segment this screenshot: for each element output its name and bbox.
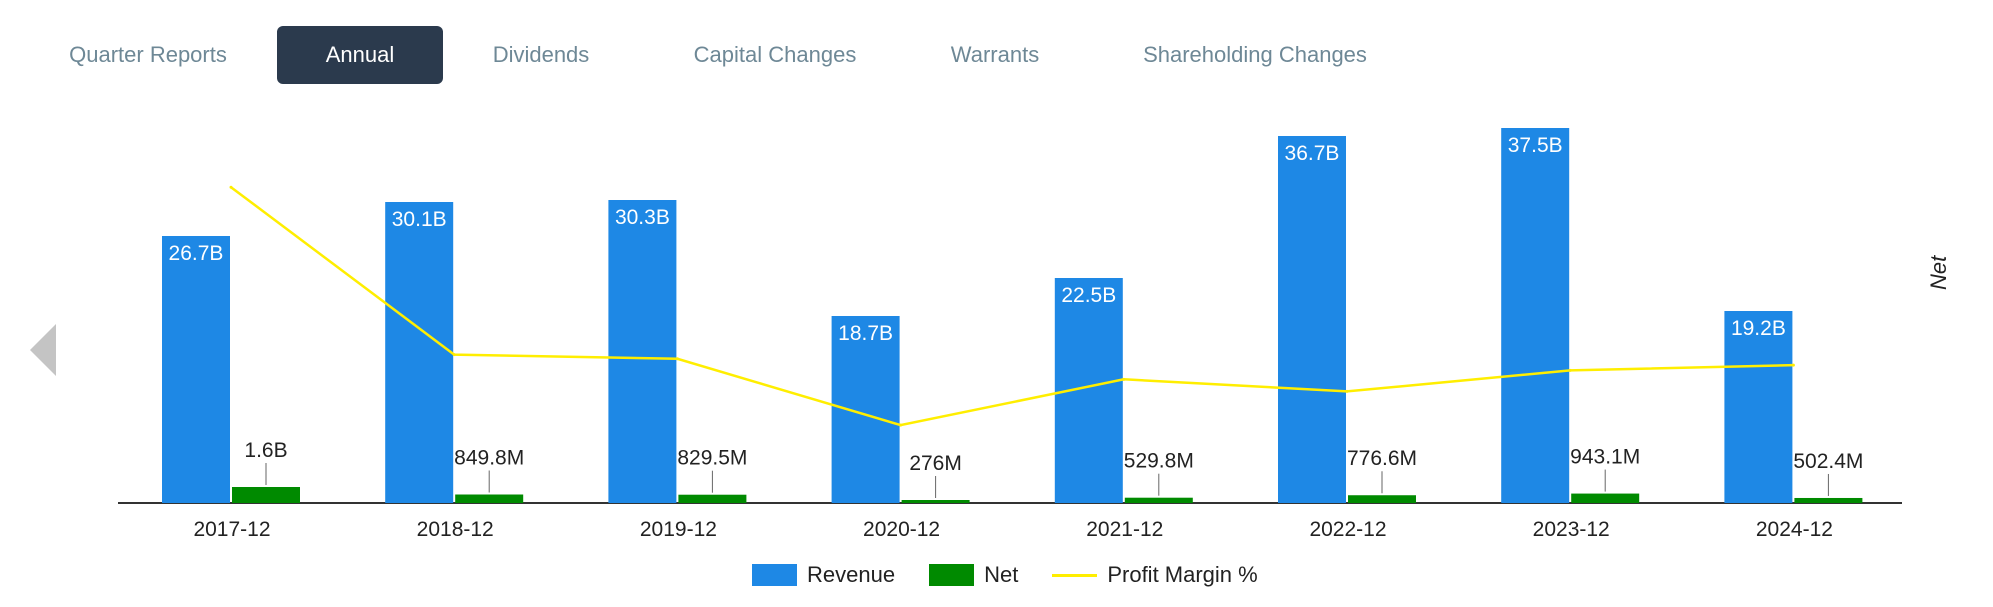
tab-capital-changes[interactable]: Capital Changes: [693, 42, 857, 67]
net-bar: [1124, 497, 1193, 503]
x-tick-label: 2018-12: [417, 518, 494, 541]
profit-margin-line: [230, 186, 1794, 427]
tab-warrants[interactable]: Warrants: [950, 42, 1040, 67]
x-tick-label: 2022-12: [1309, 518, 1386, 541]
revenue-data-label: 19.2B: [1731, 317, 1786, 340]
legend-item-revenue[interactable]: Revenue: [752, 562, 895, 588]
net-data-label: 776.6M: [1347, 447, 1417, 470]
net-data-label: 502.4M: [1793, 450, 1863, 473]
revenue-data-label: 26.7B: [169, 242, 224, 265]
profit-margin-point: [1791, 363, 1795, 367]
net-data-label: 829.5M: [677, 447, 747, 470]
profit-margin-point: [1568, 368, 1572, 372]
revenue-data-label: 18.7B: [838, 322, 893, 345]
profit-margin-point: [675, 357, 679, 361]
revenue-bar: [608, 200, 677, 503]
report-tabs: Quarter Reports Annual Dividends Capital…: [0, 26, 1500, 88]
x-tick-label: 2021-12: [1086, 518, 1163, 541]
legend-item-net[interactable]: Net: [929, 562, 1018, 588]
revenue-bar: [162, 236, 230, 503]
revenue-bar: [1278, 136, 1346, 503]
x-tick-label: 2017-12: [193, 518, 270, 541]
net-bar: [1571, 493, 1640, 503]
net-bar: [901, 500, 970, 503]
legend-item-profit-margin[interactable]: Profit Margin %: [1052, 562, 1258, 588]
revenue-data-label: 37.5B: [1508, 134, 1563, 157]
revenue-bar: [385, 202, 454, 503]
tab-dividends[interactable]: Dividends: [492, 42, 590, 67]
net-data-label: 1.6B: [244, 439, 287, 462]
revenue-data-label: 22.5B: [1061, 284, 1116, 307]
net-bar: [1348, 495, 1416, 503]
legend-line-profit-margin: [1052, 573, 1098, 577]
revenue-bar: [1724, 311, 1793, 503]
x-tick-label: 2023-12: [1533, 518, 1610, 541]
x-tick-label: 2024-12: [1756, 518, 1833, 541]
net-bar: [455, 494, 524, 503]
net-data-label: 276M: [909, 452, 962, 475]
legend-label-net: Net: [984, 562, 1019, 587]
revenue-data-label: 36.7B: [1285, 142, 1340, 165]
profit-margin-point: [229, 185, 233, 189]
tab-quarter-reports[interactable]: Quarter Reports: [69, 42, 227, 67]
legend-swatch-net: [929, 564, 975, 586]
net-bar: [232, 487, 300, 503]
chevron-left-icon[interactable]: [30, 324, 56, 376]
profit-margin-point: [899, 423, 903, 427]
profit-margin-point: [1122, 377, 1126, 381]
legend-swatch-revenue: [752, 564, 797, 586]
profit-margin-point: [1345, 389, 1349, 393]
revenue-bar: [831, 316, 900, 503]
secondary-axis-title: Net: [1926, 255, 1951, 290]
revenue-bar: [1501, 128, 1570, 503]
financial-chart: 26.7B 1.6B 2017-12 30.1B 849.8M 2018-12 30.3B 8…: [118, 128, 1902, 541]
revenue-data-label: 30.1B: [392, 208, 447, 231]
legend-label-profit-margin: Profit Margin %: [1107, 562, 1258, 587]
profit-margin-point: [452, 353, 456, 357]
legend-label-revenue: Revenue: [807, 562, 896, 587]
x-tick-label: 2019-12: [640, 518, 717, 541]
net-bar: [1794, 497, 1863, 503]
x-tick-label: 2020-12: [863, 518, 940, 541]
tab-annual[interactable]: Annual: [277, 26, 443, 84]
revenue-data-label: 30.3B: [615, 206, 670, 229]
tab-shareholding-changes[interactable]: Shareholding Changes: [1143, 42, 1367, 67]
net-data-label: 529.8M: [1124, 450, 1194, 473]
net-data-label: 849.8M: [454, 447, 524, 470]
net-bar: [678, 494, 747, 503]
net-data-label: 943.1M: [1570, 446, 1640, 469]
chart-legend: Revenue Net Profit Margin %: [752, 560, 1292, 590]
